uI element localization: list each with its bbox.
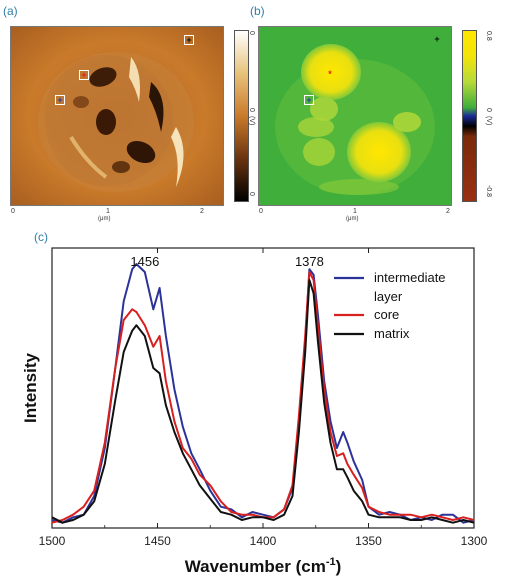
colorbar-b	[462, 30, 477, 202]
x-tick-label: 1300	[461, 534, 488, 548]
panel-a-xunit: (μm)	[98, 216, 111, 222]
series-line-matrix	[51, 279, 475, 524]
marker-matrix-b: +	[434, 34, 440, 44]
panel-b-xtick-1: 1	[353, 208, 357, 215]
y-axis-label: Intensity	[21, 353, 40, 423]
plot-frame	[51, 247, 475, 529]
x-tick-label: 1350	[355, 534, 382, 548]
colorbar-a	[234, 30, 249, 202]
topography-image	[10, 26, 224, 206]
marker-intermediate-b: +	[304, 95, 314, 105]
potential-image	[258, 26, 452, 206]
x-axis-label: Wavenumber (cm-1)	[185, 556, 342, 576]
panel-a-letter: (a)	[3, 4, 18, 18]
panel-b-letter: (b)	[250, 4, 265, 18]
x-tick-label: 1450	[144, 534, 171, 548]
series-line-core	[51, 271, 475, 524]
panel-a-xtick-2: 2	[200, 208, 204, 215]
plot-area: 1500 1450 1400 1350 1300 Wavenumber (cm-1) Int…	[21, 247, 488, 576]
legend-label: core	[374, 307, 399, 322]
marker-core-a: +	[79, 70, 89, 80]
panel-a-xtick-0: 0	[11, 208, 15, 215]
panel-b-xtick-2: 2	[446, 208, 450, 215]
panel-a-xtick-1: 1	[106, 208, 110, 215]
panel-c-letter: (c)	[34, 230, 48, 244]
x-tick-label: 1400	[250, 534, 277, 548]
legend-label: intermediate	[374, 270, 446, 285]
panel-b-xtick-0: 0	[259, 208, 263, 215]
marker-intermediate-a: +	[55, 95, 65, 105]
marker-matrix-a: +	[184, 35, 194, 45]
legend-label: layer	[374, 289, 403, 304]
series-line-intermediate	[51, 263, 475, 524]
panel-b-xunit: (μm)	[346, 216, 359, 222]
marker-core-b: *	[328, 69, 332, 79]
potential-map	[259, 27, 451, 205]
peak-label: 1456	[130, 254, 159, 269]
x-tick-label: 1500	[39, 534, 66, 548]
peak-label: 1378	[295, 254, 324, 269]
legend-label: matrix	[374, 326, 410, 341]
topography-map	[11, 27, 223, 205]
